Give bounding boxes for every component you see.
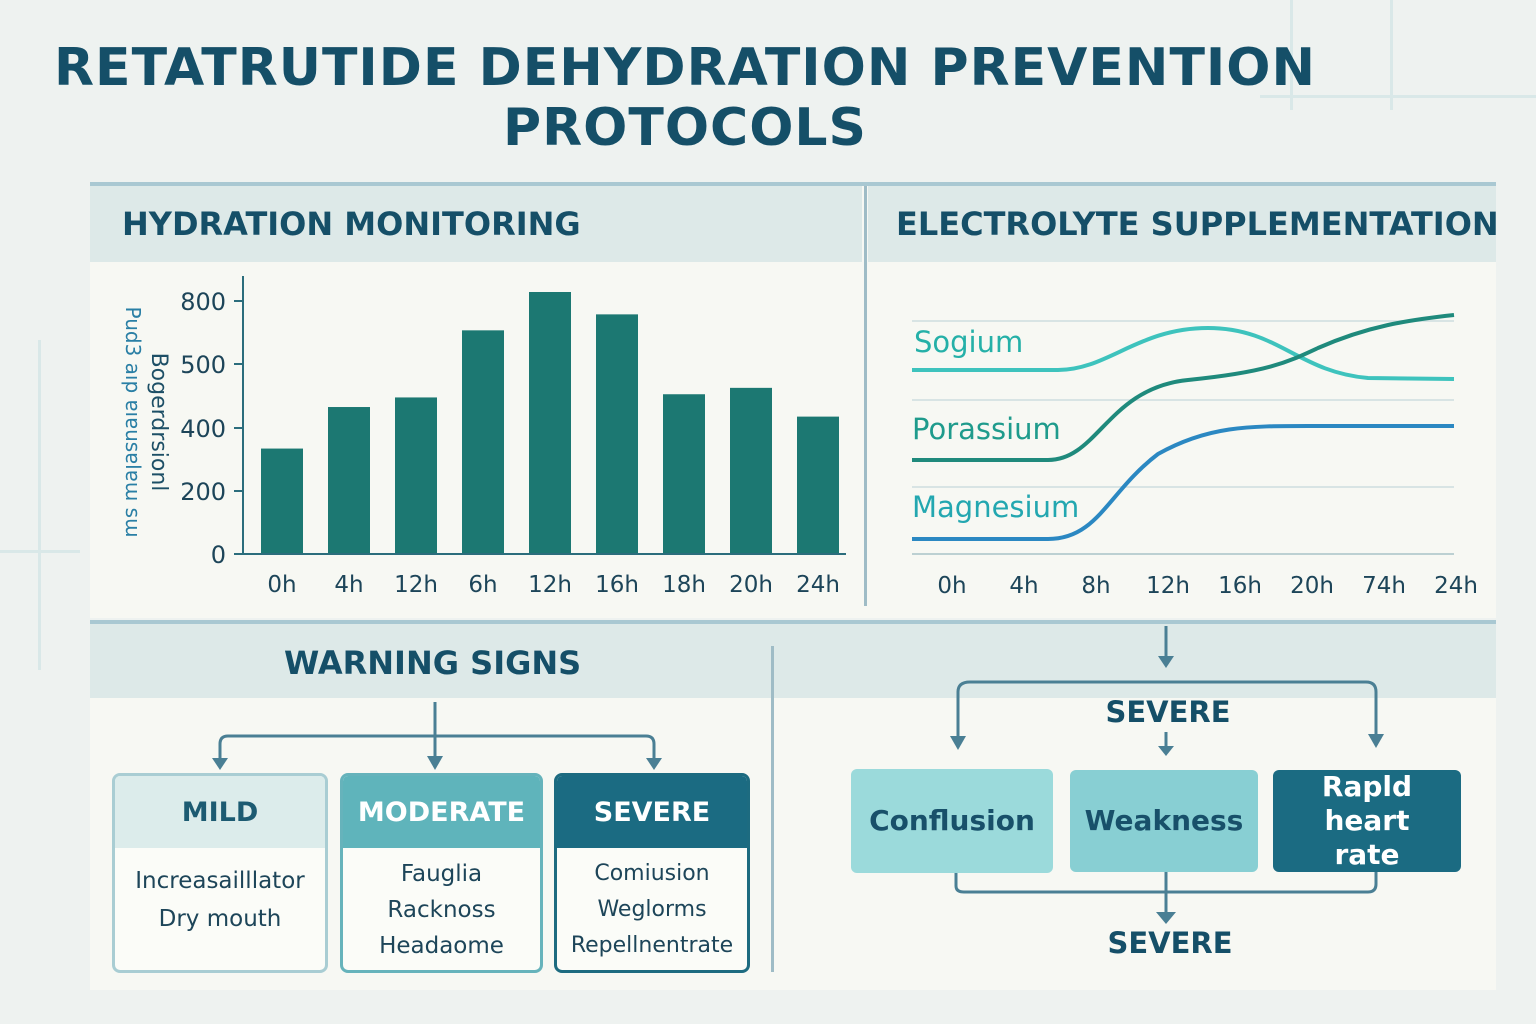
x-tick-label: 4h [334, 572, 363, 598]
card-label-mild: MILD [115, 776, 325, 848]
hydration-bar-chart: 800 500 400 200 0 0h 4h 12h 6h 12h 16h 18h 20h 24h P… [121, 276, 846, 598]
warning-connectors [212, 702, 662, 770]
x-tick-label: 24h [1434, 573, 1478, 599]
severe-top-label: SEVERE [1105, 695, 1231, 729]
y-axis-label-line1: Pud3 aıp ɐıɐusɐlɐɯ sɯ [121, 307, 145, 538]
hydration-header-band [90, 186, 862, 262]
bottom-panel-divider [771, 646, 774, 972]
hydration-monitoring-heading: HYDRATION MONITORING [122, 205, 581, 243]
series-label-magnesium: Magnesium [912, 490, 1079, 524]
card-label-severe: SEVERE [557, 776, 747, 848]
x-tick-label: 12h [1146, 573, 1190, 599]
top-panel-divider [864, 186, 867, 606]
x-tick-label: 6h [468, 572, 497, 598]
background-grid-line [38, 340, 41, 670]
x-tick-label: 4h [1009, 573, 1038, 599]
bar-12h [529, 292, 571, 554]
series-line-magnesium [912, 424, 1454, 541]
x-tick-label: 0h [937, 573, 966, 599]
severe-bottom-label: SEVERE [1107, 926, 1233, 960]
background-grid-line [1390, 0, 1393, 110]
bar-16h [596, 314, 638, 554]
series-line-potassium [912, 313, 1455, 462]
list-item: Racknoss [387, 897, 496, 923]
bar-6h [462, 330, 504, 554]
electrolyte-supplementation-heading: ELECTROLYTE SUPPLEMENTATION [896, 205, 1499, 243]
top-panel-rule [90, 182, 1496, 186]
list-item: Dry mouth [158, 906, 282, 932]
warning-signs-heading: WARNING SIGNS [284, 644, 582, 682]
page-title-line2: PROTOCOLS [503, 98, 867, 158]
x-tick-label: 12h [394, 572, 438, 598]
list-item: Fauglia [400, 861, 483, 887]
page-title: RETATRUTIDE DEHYDRATION PREVENTION PROTO… [0, 38, 1370, 158]
bar-0h [261, 448, 303, 554]
list-item: Weglorms [597, 897, 707, 922]
x-tick-label: 20h [1290, 573, 1334, 599]
y-tick-label: 400 [180, 415, 226, 443]
y-tick-label: 200 [180, 478, 226, 506]
x-tick-label: 16h [1218, 573, 1262, 599]
x-tick-label: 74h [1362, 573, 1406, 599]
x-tick-label: 12h [528, 572, 572, 598]
electrolyte-header-band [868, 186, 1496, 262]
series-label-potassium: Porassium [912, 412, 1061, 446]
list-item: Headaome [379, 933, 504, 959]
bar-12h [395, 397, 437, 554]
bottom-header-band [90, 624, 1496, 698]
bar-18h [663, 394, 705, 554]
background-grid-line [1260, 95, 1536, 98]
list-item: Repellnentrate [570, 933, 734, 958]
bottom-panel-rule [90, 620, 1496, 624]
series-line-sodium [912, 325, 1455, 381]
x-tick-label: 0h [267, 572, 296, 598]
severe-flow-connectors [950, 626, 1384, 924]
bar-4h [328, 407, 370, 554]
list-item: Increasailllator [135, 868, 305, 894]
page-title-line1: RETATRUTIDE DEHYDRATION PREVENTION [54, 38, 1316, 98]
y-axis-label-line2: Bogerdrsionl [146, 353, 171, 492]
warning-card-mild: MILD Increasailllator Dry mouth [112, 773, 328, 973]
x-tick-label: 18h [662, 572, 706, 598]
symptom-rapid-heart-rate: Rapld heart rate [1273, 770, 1461, 872]
symptom-weakness: Weakness [1070, 770, 1258, 872]
y-tick-label: 800 [180, 288, 226, 316]
warning-card-severe: SEVERE Comiusion Weglorms Repellnentrate [554, 773, 750, 973]
x-tick-label: 24h [796, 572, 840, 598]
background-grid-line [1290, 0, 1293, 110]
list-item: Comiusion [594, 861, 710, 886]
x-tick-label: 8h [1081, 573, 1110, 599]
warning-card-moderate: MODERATE Fauglia Racknoss Headaome [340, 773, 543, 973]
bar-20h [730, 387, 772, 554]
bar-24h [797, 416, 839, 554]
y-tick-label: 500 [180, 351, 226, 379]
x-tick-label: 20h [729, 572, 773, 598]
y-tick-label: 0 [211, 541, 226, 569]
electrolyte-line-chart: Sogium Porassium Magnesium 0h 4h 8h 12h 16h 2… [912, 313, 1478, 599]
series-label-sodium: Sogium [914, 325, 1023, 359]
x-tick-label: 16h [595, 572, 639, 598]
symptom-confusion: Conflusion [851, 769, 1053, 873]
card-label-moderate: MODERATE [343, 776, 540, 848]
